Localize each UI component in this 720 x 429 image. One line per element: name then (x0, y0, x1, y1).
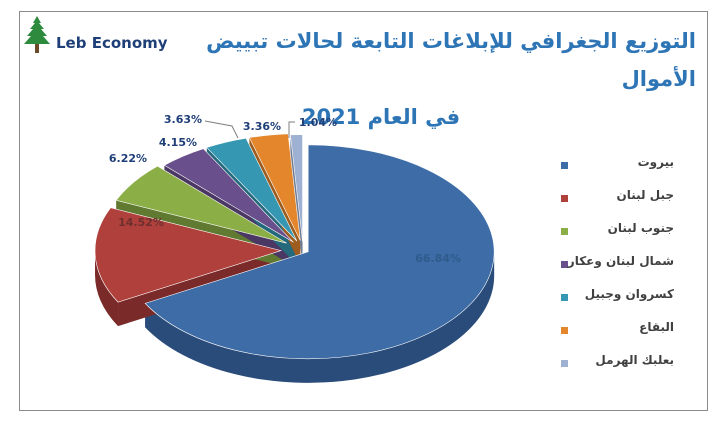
chart-title-line2: في العام 2021 (301, 105, 461, 129)
pie-slice-side (145, 251, 495, 383)
legend-label: شمال لبنان وعكار (567, 254, 674, 268)
data-label-5: 3.36% (243, 120, 281, 133)
legend-item-6: بعلبك الهرمل (560, 348, 690, 381)
legend-item-2: جنوب لبنان (560, 216, 690, 249)
pie-slice-5 (248, 133, 301, 241)
data-label-0: 66.84% (415, 252, 461, 265)
legend-label: كسروان وجبيل (584, 287, 674, 301)
logo-text: Leb Economy (56, 34, 168, 52)
legend-item-4: كسروان وجبيل (560, 282, 690, 315)
data-label-leader-line (204, 120, 239, 139)
pie-slices (94, 133, 495, 383)
legend-item-1: جبل لبنان (560, 183, 690, 216)
legend-label: البقاع (639, 320, 674, 334)
legend-item-3: شمال لبنان وعكار (560, 249, 690, 282)
legend-swatch (561, 162, 568, 169)
legend-swatch (561, 261, 568, 268)
pie-slice-4 (206, 137, 298, 242)
chart-title-line1: التوزيع الجغرافي للإبلاغات التابعة لحالا… (206, 29, 696, 91)
legend-swatch (561, 360, 568, 367)
legend-label: جنوب لبنان (607, 221, 674, 235)
chart-legend: بيروت جبل لبنان جنوب لبنان شمال لبنان وعكار… (560, 150, 690, 381)
legend-label: بعلبك الهرمل (595, 353, 674, 367)
legend-swatch (561, 195, 568, 202)
data-label-3: 4.15% (159, 136, 197, 149)
pie-slice-6 (290, 134, 303, 242)
legend-item-0: بيروت (560, 150, 690, 183)
legend-label: بيروت (637, 155, 674, 169)
legend-label: جبل لبنان (616, 188, 675, 202)
legend-swatch (561, 294, 568, 301)
data-label-2: 6.22% (109, 152, 147, 165)
pie-slice-0 (144, 144, 495, 360)
data-label-4: 3.63% (164, 113, 202, 126)
pie-slice-2 (115, 165, 287, 244)
data-label-1: 14.52% (118, 216, 164, 229)
legend-item-5: البقاع (560, 315, 690, 348)
legend-swatch (561, 228, 568, 235)
chart-title: التوزيع الجغرافي للإبلاغات التابعة لحالا… (176, 22, 696, 136)
pie-slice-3 (163, 148, 294, 243)
legend-swatch (561, 327, 568, 334)
leb-economy-logo: Leb Economy (20, 14, 170, 58)
data-label-6: 1.04% (299, 116, 337, 129)
data-label-leader-line (288, 121, 295, 138)
cedar-tree-icon (24, 16, 50, 53)
pie-slice-1 (94, 207, 283, 303)
pie-slice-side (95, 250, 119, 327)
